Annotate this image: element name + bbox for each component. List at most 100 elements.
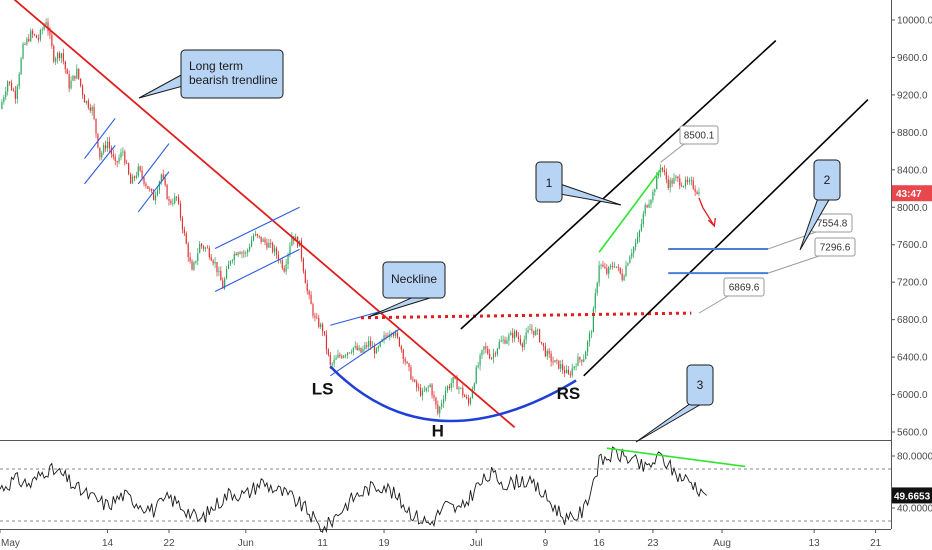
candle-body bbox=[20, 58, 22, 75]
candle-body bbox=[250, 240, 253, 247]
candle-body bbox=[176, 196, 178, 198]
candle-body bbox=[502, 339, 504, 341]
candle-body bbox=[60, 53, 63, 59]
right-shoulder-label: RS bbox=[557, 384, 581, 403]
head-shoulders-arc bbox=[329, 365, 577, 423]
candle-body bbox=[650, 200, 652, 205]
candle-body bbox=[22, 43, 24, 59]
candle-body bbox=[598, 265, 600, 283]
candle-body bbox=[437, 404, 439, 414]
candle-body bbox=[312, 304, 314, 316]
candle-body bbox=[5, 91, 7, 98]
candle-body bbox=[141, 170, 143, 178]
candle-body bbox=[658, 172, 660, 176]
price-tick-label: 6000.0 bbox=[897, 390, 928, 401]
candle-body bbox=[611, 265, 614, 267]
candle-body bbox=[419, 387, 422, 396]
candle-body bbox=[89, 107, 91, 111]
candle-body bbox=[439, 406, 441, 414]
callout-2-box bbox=[813, 159, 841, 201]
candle-body bbox=[458, 387, 460, 390]
rally-trendline bbox=[598, 169, 662, 253]
candle-body bbox=[358, 347, 360, 351]
candle-body bbox=[135, 175, 137, 178]
candle-body bbox=[496, 348, 498, 355]
candle-body bbox=[343, 355, 345, 358]
candle-body bbox=[264, 239, 266, 243]
projection-arrowhead bbox=[707, 217, 716, 228]
candle-body bbox=[592, 308, 594, 333]
candle-body bbox=[185, 233, 187, 244]
time-tick-label: 19 bbox=[378, 538, 390, 549]
candle-body bbox=[229, 260, 232, 265]
candle-body bbox=[131, 176, 134, 184]
candle-body bbox=[625, 265, 627, 276]
candle-body bbox=[220, 270, 222, 281]
candle-body bbox=[681, 185, 683, 187]
candle-body bbox=[289, 245, 291, 254]
candle-body bbox=[202, 246, 205, 249]
candle-body bbox=[362, 348, 364, 353]
candle-body bbox=[581, 359, 583, 362]
candle-body bbox=[327, 349, 329, 355]
candle-body bbox=[154, 195, 157, 201]
candle-body bbox=[473, 383, 475, 390]
price-level-6869-box bbox=[723, 277, 765, 297]
candle-body bbox=[596, 282, 598, 294]
candle-body bbox=[587, 341, 589, 352]
candle-body bbox=[1, 102, 3, 109]
candle-body bbox=[554, 359, 556, 363]
candle-body bbox=[538, 329, 541, 342]
candle-body bbox=[195, 260, 197, 263]
candle-body bbox=[308, 291, 310, 295]
candle-body bbox=[366, 345, 368, 347]
neckline bbox=[360, 311, 692, 320]
candle-body bbox=[414, 379, 416, 382]
candle-body bbox=[690, 180, 692, 182]
price-level-8500-pointer bbox=[660, 143, 685, 163]
candle-body bbox=[149, 188, 151, 190]
candle-body bbox=[39, 30, 41, 40]
candle-body bbox=[506, 340, 508, 344]
candle-body bbox=[216, 262, 218, 273]
price-level-7554-label: 7554.8 bbox=[817, 219, 848, 230]
candle-body bbox=[571, 368, 573, 376]
candle-body bbox=[118, 157, 120, 163]
candle-body bbox=[143, 177, 145, 184]
candle-body bbox=[569, 373, 571, 376]
candle-body bbox=[112, 154, 114, 157]
candle-body bbox=[475, 367, 477, 384]
candle-body bbox=[652, 191, 654, 201]
candle-body bbox=[320, 324, 322, 328]
candle-body bbox=[448, 386, 450, 388]
price-level-7296-label: 7296.6 bbox=[820, 243, 851, 254]
candle-body bbox=[28, 38, 30, 42]
candle-body bbox=[275, 248, 278, 255]
candle-body bbox=[694, 188, 696, 192]
candle-body bbox=[454, 376, 456, 379]
candle-body bbox=[32, 30, 34, 35]
candle-body bbox=[631, 253, 633, 257]
candle-body bbox=[174, 196, 176, 204]
candle-body bbox=[452, 376, 454, 384]
candle-body bbox=[490, 358, 493, 359]
candle-body bbox=[533, 330, 535, 335]
candle-body bbox=[427, 386, 429, 388]
candle-body bbox=[285, 264, 287, 272]
candle-body bbox=[638, 230, 641, 238]
candle-body bbox=[24, 43, 26, 45]
candle-body bbox=[542, 342, 545, 347]
candle-body bbox=[418, 387, 420, 389]
candle-body bbox=[268, 243, 270, 248]
candle-body bbox=[91, 106, 93, 111]
candle-body bbox=[333, 359, 335, 364]
candle-body bbox=[158, 181, 160, 191]
candle-body bbox=[544, 346, 546, 357]
candle-body bbox=[692, 180, 694, 189]
candle-body bbox=[671, 180, 673, 184]
candle-body bbox=[325, 334, 328, 350]
price-tick-label: 7200.0 bbox=[897, 278, 928, 289]
candle-body bbox=[663, 169, 666, 173]
candle-body bbox=[204, 247, 207, 249]
candle-body bbox=[272, 243, 274, 252]
